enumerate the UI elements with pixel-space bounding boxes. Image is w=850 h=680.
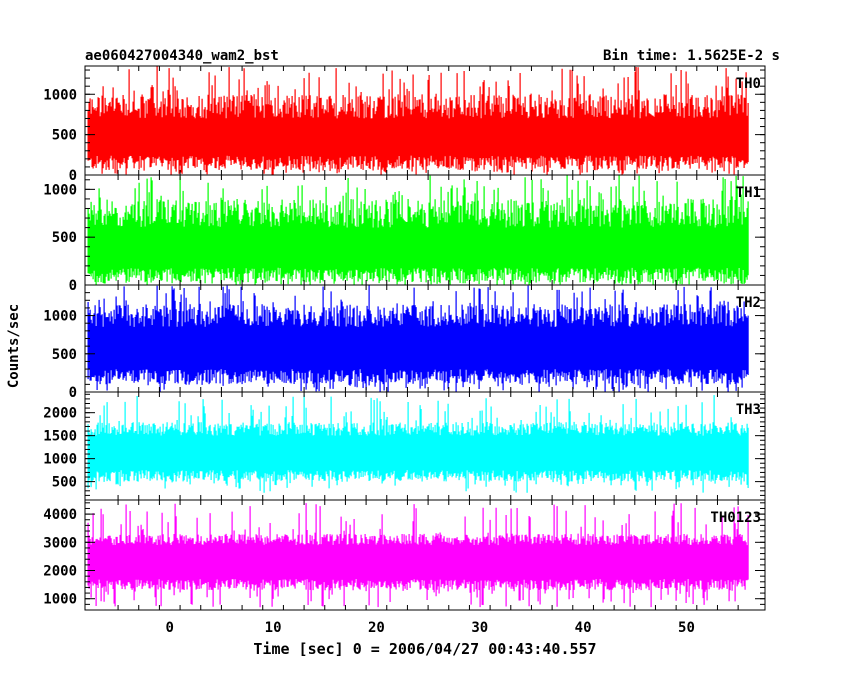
panel-label: TH0123 — [710, 510, 761, 526]
y-tick-label: 0 — [69, 278, 77, 294]
x-tick-label: 40 — [575, 620, 592, 636]
y-tick-label: 1000 — [43, 87, 77, 103]
series-th0123 — [87, 503, 749, 608]
series-th0 — [87, 66, 749, 175]
panel-th3: 500 1000 1500 2000 TH3 — [43, 391, 766, 501]
x-axis-label: Time [sec] 0 = 2006/04/27 00:43:40.557 — [253, 640, 596, 658]
panel-label: TH2 — [736, 295, 761, 311]
x-tick-label: 0 — [166, 620, 174, 636]
y-tick-label: 500 — [52, 347, 77, 363]
series-th3 — [87, 394, 749, 493]
plot-title-right: Bin time: 1.5625E-2 s — [603, 48, 780, 64]
series-th1 — [87, 175, 749, 285]
panel-th2: 0 500 1000 TH2 — [43, 284, 766, 401]
y-tick-label: 1000 — [43, 452, 77, 468]
x-tick-label: 10 — [265, 620, 282, 636]
y-tick-label: 4000 — [43, 507, 77, 523]
y-tick-label: 500 — [52, 128, 77, 144]
y-tick-label: 1500 — [43, 429, 77, 445]
panel-th0123: 1000 2000 3000 4000 TH0123 — [43, 499, 766, 611]
y-tick-label: 0 — [69, 385, 77, 401]
y-tick-label: 500 — [52, 230, 77, 246]
y-tick-label: 2000 — [43, 406, 77, 422]
panel-th1: 0 500 1000 TH1 — [43, 174, 766, 294]
series-th2 — [87, 285, 749, 392]
y-tick-label: 1000 — [43, 592, 77, 608]
x-tick-label: 20 — [368, 620, 385, 636]
y-tick-label: 3000 — [43, 535, 77, 551]
y-tick-label: 2000 — [43, 564, 77, 580]
x-tick-label: 50 — [678, 620, 695, 636]
plot-title-left: ae060427004340_wam2_bst — [85, 48, 279, 64]
panel-label: TH1 — [736, 185, 761, 201]
panel-th0: 0 500 1000 TH0 — [43, 65, 766, 184]
y-tick-label: 0 — [69, 168, 77, 184]
x-tick-label: 30 — [471, 620, 488, 636]
panel-label: TH3 — [736, 402, 761, 418]
y-axis-label: Counts/sec — [6, 304, 22, 388]
y-tick-label: 1000 — [43, 309, 77, 325]
panel-label: TH0 — [736, 76, 761, 92]
panel-frame — [84, 499, 766, 611]
y-tick-label: 500 — [52, 475, 77, 491]
y-tick-label: 1000 — [43, 182, 77, 198]
